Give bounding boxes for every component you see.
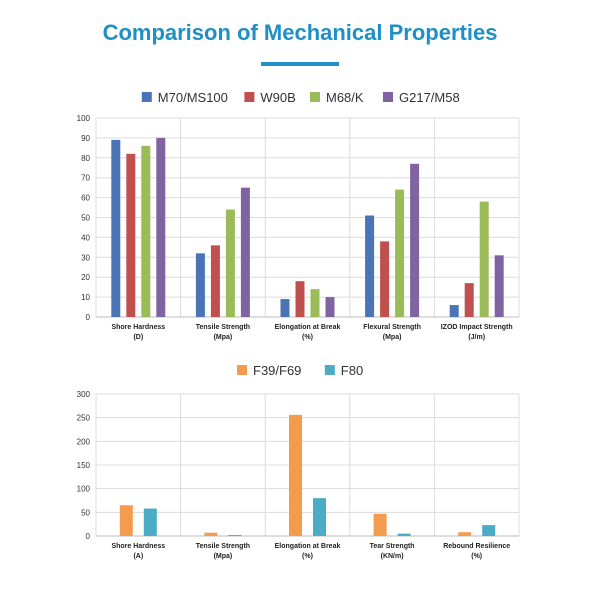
chart1-bar-m68-k	[395, 189, 405, 317]
chart2-y-tick-label: 100	[77, 485, 91, 494]
chart2-category-label: Rebound Resilience	[443, 543, 510, 550]
chart1-legend-swatch	[383, 92, 393, 102]
chart2-legend-label: F39/F69	[253, 363, 301, 378]
chart2-legend-swatch	[237, 365, 247, 375]
chart1-category-label: IZOD Impact Strength	[441, 324, 513, 331]
chart2-category-unit: (KN/m)	[381, 553, 404, 560]
chart1-category-unit: (D)	[133, 334, 143, 341]
chart2-legend-label: F80	[341, 363, 363, 378]
chart2-y-tick-label: 300	[77, 390, 91, 399]
chart1-bar-g217-m58	[240, 187, 250, 317]
chart1-category-label: Flexural Strength	[363, 324, 421, 331]
chart1-y-tick-label: 60	[81, 194, 90, 203]
chart1-category-unit: (%)	[302, 334, 313, 341]
chart2-bar-f39-f69	[289, 414, 302, 536]
chart1-category-label: Elongation at Break	[275, 324, 341, 331]
chart2-y-tick-label: 0	[86, 532, 91, 541]
chart1-legend-label: G217/M58	[399, 90, 460, 105]
chart1-bar-g217-m58	[410, 163, 420, 317]
chart2-bar-f39-f69	[373, 513, 387, 536]
chart1-bar-w90b	[126, 153, 136, 317]
chart1-bar-m70-ms100	[280, 299, 290, 317]
chart1-category-unit: (Mpa)	[214, 334, 233, 341]
chart2-bar-f80	[397, 533, 411, 536]
chart2-category-unit: (A)	[133, 553, 143, 560]
chart2-category-label: Tear Strength	[370, 543, 415, 550]
chart1-y-tick-label: 90	[81, 134, 90, 143]
chart1-bar-w90b	[380, 241, 390, 317]
chart2-bar-f80	[143, 508, 157, 536]
chart1-legend-label: M68/K	[326, 90, 364, 105]
chart1-y-tick-label: 80	[81, 154, 90, 163]
chart1-category-label: Tensile Strength	[196, 324, 250, 331]
chart1-y-tick-label: 70	[81, 174, 90, 183]
chart2-bar-f80	[228, 535, 242, 536]
chart2-category-label: Tensile Strength	[196, 543, 250, 550]
chart1-bar-m70-ms100	[111, 139, 121, 317]
chart1-bar-g217-m58	[156, 137, 166, 317]
chart2-category-unit: (%)	[302, 553, 313, 560]
title-underline	[261, 62, 339, 66]
chart1-bar-m68-k	[225, 209, 235, 317]
chart2-bar-f80	[482, 525, 496, 536]
chart2-legend-swatch	[324, 365, 335, 375]
chart1-bar-w90b	[210, 245, 220, 317]
chart2-category-label: Elongation at Break	[275, 543, 341, 550]
page-title: Comparison of Mechanical Properties	[102, 20, 498, 45]
chart2-category-unit: (Mpa)	[214, 553, 233, 560]
chart2-bar-f80	[313, 498, 326, 536]
chart2-category-label: Shore Hardness	[111, 543, 165, 550]
chart1-bar-w90b	[295, 281, 305, 317]
chart2-bar-f39-f69	[204, 532, 218, 536]
chart1-bar-m68-k	[141, 145, 151, 317]
chart1-bar-w90b	[464, 283, 474, 317]
chart1-legend-label: M70/MS100	[158, 90, 228, 105]
chart1-bar-m70-ms100	[449, 305, 459, 317]
chart1-y-tick-label: 30	[81, 253, 90, 262]
chart2-category-unit: (%)	[471, 553, 482, 560]
chart1-bar-g217-m58	[494, 255, 504, 317]
chart2-y-tick-label: 250	[77, 414, 91, 423]
chart1-category-label: Shore Hardness	[111, 324, 165, 331]
chart2-y-tick-label: 50	[81, 508, 90, 517]
chart1-bar-m70-ms100	[195, 253, 205, 317]
chart1-y-tick-label: 40	[81, 233, 90, 242]
chart1-y-tick-label: 100	[77, 114, 91, 123]
chart2-y-tick-label: 150	[77, 461, 91, 470]
chart1-legend-swatch	[244, 92, 255, 102]
chart1-y-tick-label: 10	[81, 293, 90, 302]
chart1-category-unit: (J/m)	[468, 334, 485, 341]
chart1-y-tick-label: 20	[81, 273, 90, 282]
chart1-legend-label: W90B	[260, 90, 295, 105]
chart1-bar-m68-k	[310, 289, 320, 317]
chart1-bar-m68-k	[479, 201, 489, 317]
chart1-y-tick-label: 0	[86, 313, 91, 322]
chart2-bar-f39-f69	[119, 505, 133, 536]
chart1-bar-m70-ms100	[365, 215, 375, 317]
chart2-y-tick-label: 200	[77, 437, 91, 446]
chart1-y-tick-label: 50	[81, 214, 90, 223]
chart1-bar-g217-m58	[325, 297, 335, 317]
chart1-category-unit: (Mpa)	[383, 334, 402, 341]
chart1-legend-swatch	[310, 92, 320, 102]
chart2-bar-f39-f69	[458, 532, 472, 536]
chart1-legend-swatch	[141, 92, 152, 102]
